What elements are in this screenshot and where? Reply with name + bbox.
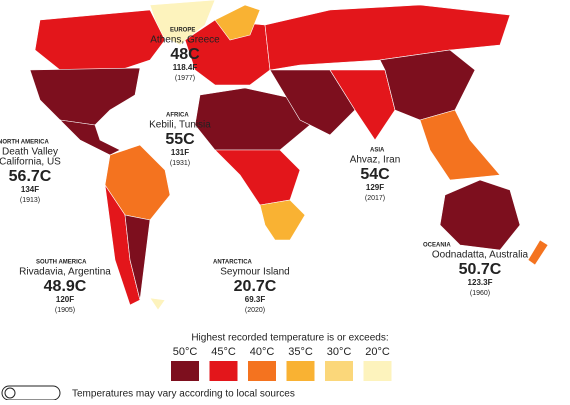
legend-swatch [286, 361, 315, 381]
celsius: 48.9C [44, 278, 87, 295]
africa-north [194, 87, 311, 151]
year: (2020) [245, 307, 265, 314]
place-name: Athens, Greece [150, 35, 220, 46]
canada [34, 9, 166, 71]
celsius: 50.7C [459, 261, 502, 278]
fahrenheit: 123.3F [468, 278, 493, 287]
continent-name: SOUTH AMERICA [36, 260, 87, 266]
legend-label: 50°C [173, 346, 198, 358]
scandinavia [214, 4, 261, 41]
legend-swatch [363, 361, 392, 381]
legend-label: 35°C [288, 346, 313, 358]
russia [264, 4, 511, 71]
legend-title: Highest recorded temperature is or excee… [191, 333, 388, 344]
celsius: 56.7C [9, 168, 52, 185]
fahrenheit: 69.3F [245, 295, 266, 304]
celsius: 55C [165, 131, 195, 148]
legend-swatch [171, 361, 199, 381]
africa-central [214, 149, 301, 206]
land [29, 0, 549, 311]
place-name: California, US [0, 157, 61, 168]
antarctic-peninsula [149, 297, 166, 311]
place-name: Ahvaz, Iran [350, 155, 401, 166]
legend-swatch [325, 361, 353, 381]
continent-name: AFRICA [166, 113, 189, 119]
legend-label: 20°C [365, 346, 390, 358]
legend-swatch [248, 361, 276, 381]
fahrenheit: 129F [366, 183, 384, 192]
place-name: Oodnadatta, Australia [432, 250, 529, 261]
cc-logo [1, 385, 61, 401]
footer-note: Temperatures may vary according to local… [72, 389, 295, 400]
year: (1960) [470, 290, 490, 297]
fahrenheit: 134F [21, 185, 39, 194]
celsius: 48C [170, 46, 200, 63]
fahrenheit: 118.4F [173, 63, 198, 72]
legend-swatch [209, 361, 238, 381]
continent-name: EUROPE [170, 28, 195, 34]
mexico [59, 119, 121, 156]
new-zealand [527, 239, 549, 266]
celsius: 20.7C [234, 278, 277, 295]
year: (1905) [55, 307, 75, 314]
continent-name: ANTARCTICA [213, 260, 253, 266]
place-name: Kebili, Tunisia [149, 120, 211, 131]
usa [29, 67, 141, 126]
south-america-south [124, 214, 151, 301]
year: (1931) [170, 160, 190, 167]
place-name: Death Valley [2, 147, 58, 158]
south-asia [329, 69, 396, 141]
southeast-asia [419, 109, 501, 181]
legend-label: 45°C [211, 346, 236, 358]
legend-label: 40°C [250, 346, 275, 358]
australia [439, 179, 521, 251]
africa-south [259, 199, 306, 241]
year: (1913) [20, 197, 40, 204]
celsius: 54C [360, 166, 390, 183]
place-name: Seymour Island [220, 267, 289, 278]
year: (2017) [365, 195, 385, 202]
place-name: Rivadavia, Argentina [19, 267, 111, 278]
legend: 50°C 45°C 40°C 35°C 30°C 20°C [171, 346, 392, 381]
continent-name: NORTH AMERICA [0, 140, 49, 146]
legend-label: 30°C [327, 346, 352, 358]
continent-name: OCEANIA [423, 243, 451, 249]
fahrenheit: 120F [56, 295, 74, 304]
fahrenheit: 131F [171, 148, 189, 157]
continent-name: ASIA [370, 148, 385, 154]
year: (1977) [175, 75, 195, 82]
